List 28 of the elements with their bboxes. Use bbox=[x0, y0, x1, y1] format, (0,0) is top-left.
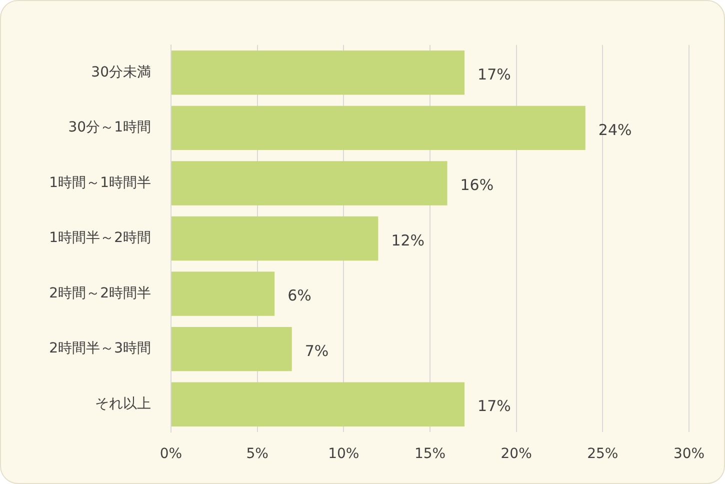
bar bbox=[172, 382, 465, 426]
y-tick-label: 30分～1時間 bbox=[68, 120, 151, 136]
x-tick-label: 5% bbox=[246, 446, 268, 462]
y-tick-label: 2時間半～3時間 bbox=[49, 340, 151, 357]
bar bbox=[172, 161, 448, 206]
data-label: 7% bbox=[304, 342, 329, 360]
y-tick-label: 1時間～1時間半 bbox=[49, 174, 151, 191]
y-tick-label: 2時間～2時間半 bbox=[49, 285, 151, 302]
x-tick-label: 20% bbox=[500, 446, 532, 462]
x-tick-label: 25% bbox=[587, 446, 618, 462]
bar bbox=[172, 216, 378, 261]
data-label: 16% bbox=[460, 176, 494, 194]
data-label: 17% bbox=[478, 397, 511, 416]
y-tick-label: それ以上 bbox=[95, 396, 151, 412]
data-label: 12% bbox=[391, 231, 425, 250]
y-tick-label: 30分未満 bbox=[91, 64, 151, 80]
bar bbox=[172, 272, 275, 316]
data-label: 17% bbox=[478, 66, 511, 84]
x-tick-label: 30% bbox=[673, 446, 705, 462]
x-tick-label: 15% bbox=[414, 446, 446, 462]
bar bbox=[172, 50, 465, 95]
bar bbox=[172, 326, 292, 372]
x-tick-label: 0% bbox=[160, 446, 182, 462]
data-label: 6% bbox=[288, 286, 312, 305]
x-tick-label: 10% bbox=[328, 446, 360, 462]
bar bbox=[172, 106, 586, 150]
data-label: 24% bbox=[598, 120, 632, 139]
y-tick-label: 1時間半～2時間 bbox=[49, 230, 151, 246]
